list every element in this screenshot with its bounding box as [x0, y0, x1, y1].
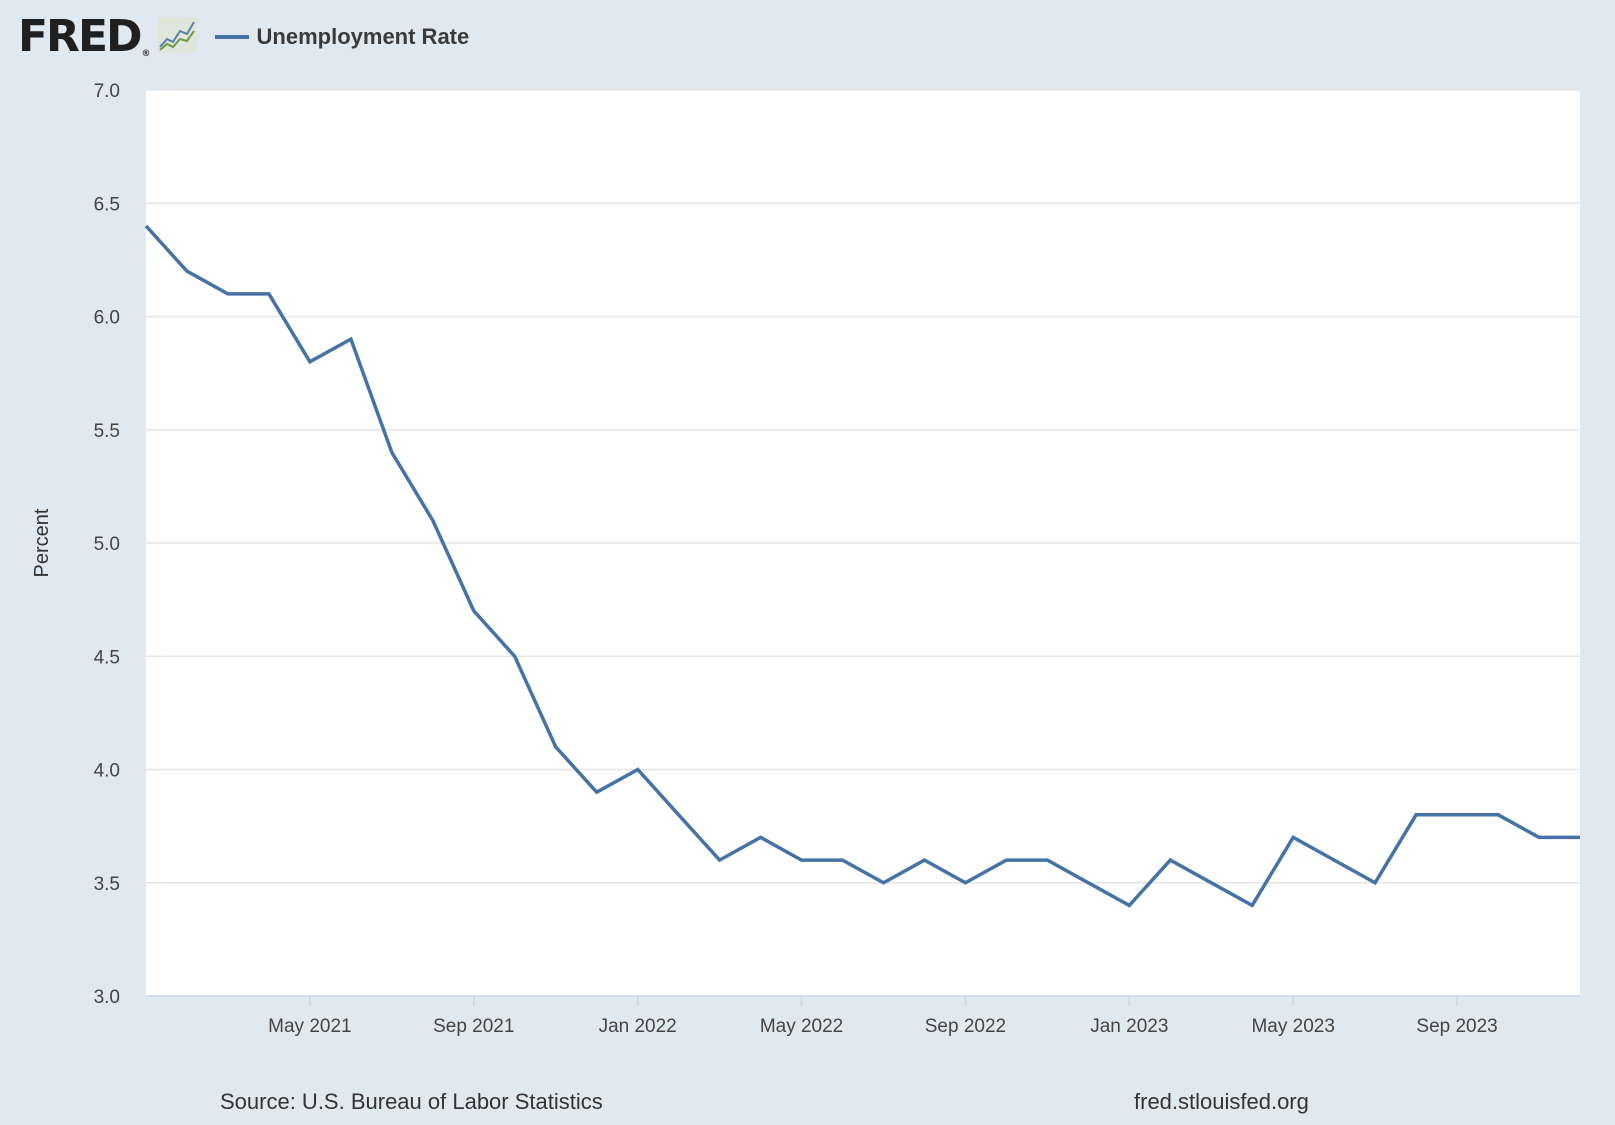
data-point[interactable]: 2022-12: 3.5: [1082, 877, 1094, 889]
data-point[interactable]: 2023-08: 3.8: [1410, 809, 1422, 821]
data-point[interactable]: 2023-01: 3.4: [1123, 899, 1135, 911]
data-point[interactable]: 2021-03: 6.1: [222, 288, 234, 300]
data-point[interactable]: 2023-09: 3.8: [1451, 809, 1463, 821]
x-tick-label: May 2021: [268, 1016, 351, 1037]
x-tick-label: May 2023: [1251, 1016, 1334, 1037]
data-point[interactable]: 2022-10: 3.6: [1000, 854, 1012, 866]
data-point[interactable]: 2023-12: 3.7: [1574, 831, 1586, 843]
legend-swatch: [214, 35, 249, 39]
data-point[interactable]: 2022-08: 3.6: [918, 854, 930, 866]
data-point[interactable]: 2022-09: 3.5: [959, 877, 971, 889]
data-point[interactable]: 2022-05: 3.6: [796, 854, 808, 866]
x-tick-label: May 2022: [760, 1016, 843, 1037]
data-point[interactable]: 2021-01: 6.4: [140, 220, 152, 232]
x-tick-label: Jan 2023: [1090, 1016, 1168, 1037]
data-point[interactable]: 2021-08: 5.1: [427, 514, 439, 526]
data-point[interactable]: 2021-06: 5.9: [345, 333, 357, 345]
y-tick-label: 3.0: [94, 987, 120, 1008]
data-point[interactable]: 2022-11: 3.6: [1041, 854, 1053, 866]
x-axis-ticks: May 2021 Sep 2021 Jan 2022 May 2022 Sep 2022…: [268, 996, 1498, 1037]
data-point[interactable]: 2023-10: 3.8: [1492, 809, 1504, 821]
data-point[interactable]: 2023-06: 3.6: [1328, 854, 1340, 866]
y-axis-ticks: 3.0 3.5 4.0 4.5 5.0 5.5 6.0 6.5 7.0: [94, 81, 120, 1008]
data-point[interactable]: 2022-01: 4: [632, 764, 644, 776]
data-point[interactable]: 2021-11: 4.1: [550, 741, 562, 753]
data-point[interactable]: 2021-12: 3.9: [591, 786, 603, 798]
registered-mark: ®: [141, 49, 151, 59]
data-point[interactable]: 2023-03: 3.5: [1205, 877, 1217, 889]
y-tick-label: 3.5: [94, 874, 120, 895]
y-tick-label: 4.0: [94, 761, 120, 782]
data-point[interactable]: 2023-02: 3.6: [1164, 854, 1176, 866]
data-point[interactable]: 2022-03: 3.6: [714, 854, 726, 866]
data-point[interactable]: 2021-10: 4.5: [509, 650, 521, 662]
chart-legend: Unemployment Rate: [214, 24, 470, 50]
data-point[interactable]: 2021-04: 6.1: [263, 288, 275, 300]
data-point[interactable]: 2021-09: 4.7: [468, 605, 480, 617]
x-tick-label: Sep 2023: [1416, 1016, 1497, 1037]
y-tick-label: 6.0: [94, 308, 120, 329]
y-axis-label: Percent: [31, 508, 53, 577]
data-point[interactable]: 2022-06: 3.6: [837, 854, 849, 866]
data-point[interactable]: 2021-07: 5.4: [386, 446, 398, 458]
data-point[interactable]: 2023-05: 3.7: [1287, 831, 1299, 843]
y-tick-label: 5.0: [94, 534, 120, 555]
fred-logo-text: FRED: [18, 11, 143, 62]
data-point[interactable]: 2022-02: 3.8: [673, 809, 685, 821]
data-point[interactable]: 2021-02: 6.2: [181, 265, 193, 277]
y-tick-label: 4.5: [94, 647, 120, 668]
source-text: Source: U.S. Bureau of Labor Statistics: [220, 1089, 603, 1114]
legend-label: Unemployment Rate: [256, 24, 470, 49]
data-point[interactable]: 2022-04: 3.7: [755, 831, 767, 843]
x-tick-label: Sep 2022: [925, 1016, 1006, 1037]
data-point[interactable]: 2022-07: 3.5: [877, 877, 889, 889]
fred-logo[interactable]: FRED®: [18, 15, 151, 59]
x-tick-label: Jan 2022: [599, 1016, 677, 1037]
series-line-unemployment-rate: [144, 224, 1580, 908]
y-tick-label: 6.5: [94, 194, 120, 215]
data-point[interactable]: 2023-11: 3.7: [1533, 831, 1545, 843]
data-point[interactable]: 2023-04: 3.4: [1246, 899, 1258, 911]
y-tick-label: 5.5: [94, 421, 120, 442]
graph-header: FRED® Unemployment Rate: [18, 12, 469, 62]
fred-chart-icon: [156, 16, 197, 58]
y-tick-label: 7.0: [94, 81, 120, 102]
x-tick-label: Sep 2021: [433, 1016, 514, 1037]
source-site-link[interactable]: fred.stlouisfed.org: [1134, 1089, 1309, 1114]
data-point[interactable]: 2023-07: 3.5: [1369, 877, 1381, 889]
data-point[interactable]: 2021-05: 5.8: [304, 356, 316, 368]
